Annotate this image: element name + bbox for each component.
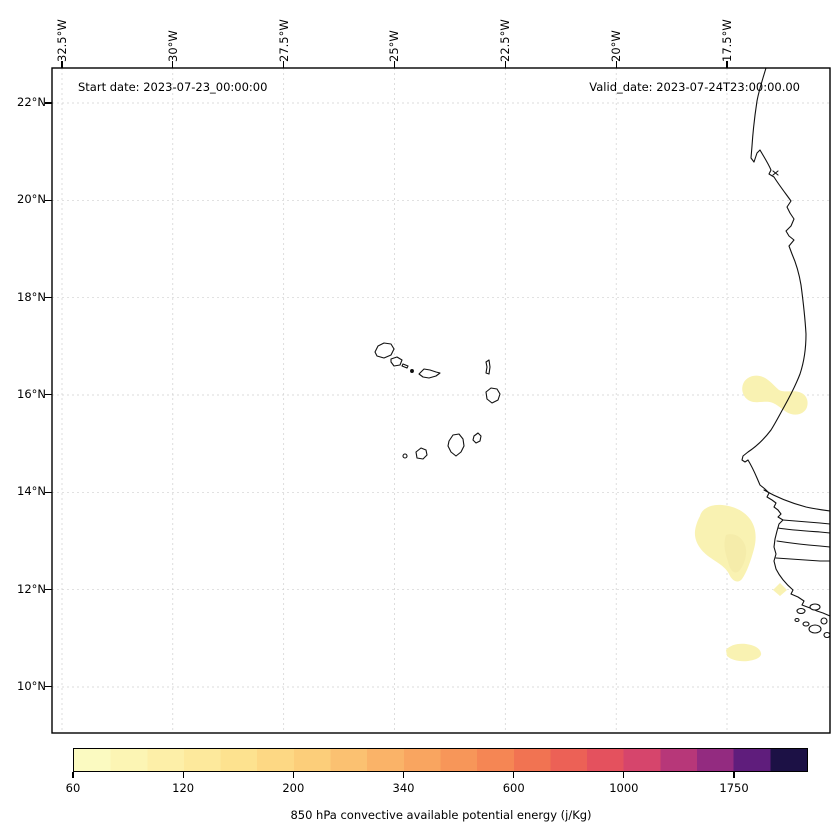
- y-tick-label: 14°N: [17, 484, 46, 499]
- island-santiago: [447, 433, 465, 457]
- x-tick-label: 20°W: [609, 30, 624, 62]
- colorbar-tick-label: 60: [65, 781, 81, 795]
- y-tick-mark: [45, 297, 52, 299]
- colorbar-tick-mark: [513, 772, 515, 778]
- colorbar-tick-mark: [292, 772, 294, 778]
- x-tick-label: 32.5°W: [55, 19, 69, 62]
- colorbar-tick-label: 1750: [719, 781, 749, 795]
- bijagos-island: [808, 624, 822, 634]
- colorbar-tick-label: 120: [172, 781, 195, 795]
- colorbar: [73, 748, 808, 772]
- casamance-river: [775, 557, 831, 562]
- x-tick-mark: [283, 61, 285, 68]
- island-sal: [485, 359, 491, 375]
- y-tick-label: 12°N: [17, 581, 46, 596]
- gambia-river-south-bank: [777, 527, 831, 534]
- cape-contour-patches: [694, 375, 808, 662]
- bijagos-island: [802, 621, 810, 627]
- island-maio: [472, 432, 482, 444]
- saloum-river: [763, 489, 831, 512]
- y-tick-label: 10°N: [17, 678, 46, 693]
- y-tick-label: 22°N: [17, 95, 46, 109]
- colorbar-tick-label: 600: [502, 781, 525, 795]
- cape-patch-16n: [742, 375, 808, 415]
- cape-patch-13n-inner: [724, 534, 747, 573]
- bijagos-island: [794, 617, 800, 623]
- bijagos-island: [820, 617, 828, 625]
- west-africa-coast: [741, 67, 831, 617]
- colorbar-tick-label: 200: [282, 781, 305, 795]
- bijagos-island: [809, 603, 821, 611]
- island-fogo: [415, 447, 428, 460]
- gridlines: [52, 68, 830, 733]
- island-sao-vicente: [390, 356, 403, 367]
- y-tick-mark: [45, 686, 52, 688]
- y-tick-label: 16°N: [17, 386, 46, 401]
- cape-patch-12n-diamond: [773, 583, 787, 596]
- y-tick-label: 20°N: [17, 192, 46, 207]
- colorbar-label: 850 hPa convective available potential e…: [290, 808, 592, 822]
- bijagos-islands: [794, 603, 831, 639]
- start-date-annotation: Start date: 2023-07-23_00:00:00: [78, 80, 268, 94]
- island-santo-antao: [374, 342, 395, 359]
- y-tick-mark: [45, 199, 52, 201]
- cape-verde-islands: [374, 342, 501, 460]
- y-tick-mark: [45, 491, 52, 493]
- island-brava: [402, 453, 408, 459]
- bijagos-island: [823, 631, 831, 639]
- island-santa-luzia: [401, 363, 409, 369]
- map-frame: [51, 67, 831, 734]
- casamance-north-line: [776, 540, 831, 548]
- valid-date-annotation: Valid_date: 2023-07-24T23:00:00.00: [589, 80, 800, 94]
- y-tick-mark: [45, 102, 52, 104]
- x-tick-label: 27.5°W: [276, 19, 291, 62]
- island-rock: [410, 369, 414, 373]
- colorbar-tick-mark: [72, 772, 74, 778]
- x-tick-label: 22.5°W: [498, 19, 513, 62]
- x-tick-mark: [172, 61, 174, 68]
- y-tick-mark: [45, 394, 52, 396]
- x-tick-mark: [393, 61, 396, 68]
- colorbar-tick-label: 1000: [609, 781, 639, 795]
- island-sao-nicolau: [418, 368, 441, 379]
- island-boa-vista: [485, 387, 501, 404]
- x-tick-label: 25°W: [387, 30, 402, 62]
- coastline: [741, 67, 831, 617]
- gambia-river-north-bank: [782, 519, 831, 525]
- bijagos-island: [796, 607, 806, 615]
- x-tick-mark: [61, 61, 63, 68]
- x-tick-mark: [615, 61, 617, 68]
- colorbar-tick-mark: [623, 772, 625, 778]
- colorbar-tick-label: 340: [392, 781, 415, 795]
- colorbar-tick-mark: [733, 772, 735, 778]
- x-tick-label: 17.5°W: [719, 19, 734, 62]
- cape-patch-10n: [726, 643, 762, 662]
- y-tick-mark: [45, 588, 52, 591]
- y-tick-label: 18°N: [17, 289, 46, 304]
- x-tick-mark: [726, 61, 728, 68]
- coastal-rocks: [772, 170, 779, 176]
- x-tick-mark: [504, 61, 506, 68]
- colorbar-tick-mark: [182, 772, 184, 778]
- x-tick-label: 30°W: [165, 30, 180, 62]
- colorbar-tick-mark: [402, 772, 405, 778]
